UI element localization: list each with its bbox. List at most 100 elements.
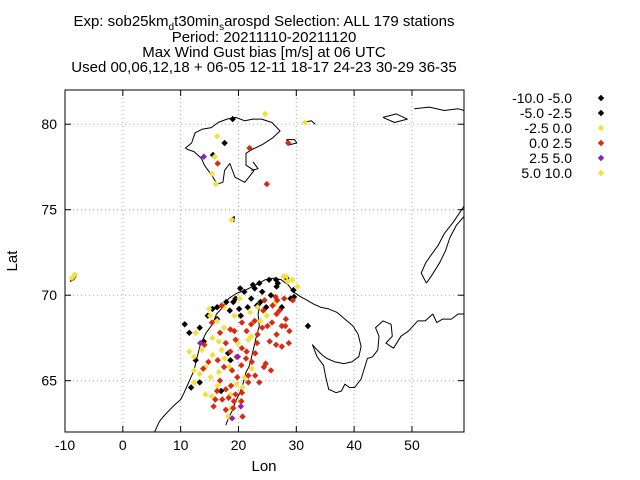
coastline-segment <box>184 116 281 185</box>
station-point-series-5 <box>234 353 242 360</box>
station-point-series-2 <box>223 298 230 306</box>
station-point-series-4 <box>254 331 261 338</box>
station-point-series-4 <box>228 367 236 374</box>
station-point-series-3 <box>231 312 238 319</box>
station-point-series-4 <box>269 302 276 309</box>
x-tick-label: 40 <box>346 437 362 453</box>
station-point-series-4 <box>214 357 221 364</box>
legend-marker <box>597 94 605 102</box>
station-point-series-4 <box>238 362 245 369</box>
station-point-series-2 <box>229 115 236 123</box>
station-point-series-4 <box>238 398 245 405</box>
chart-title-line-2: Period: 20211110-20211120 <box>172 29 357 46</box>
coastline-segment <box>382 113 408 123</box>
station-point-series-4 <box>230 398 238 405</box>
station-point-series-5 <box>237 403 244 410</box>
station-point-series-2 <box>259 288 266 295</box>
station-point-series-3 <box>233 380 240 388</box>
station-point-series-3 <box>186 348 193 355</box>
station-point-series-4 <box>273 310 280 318</box>
station-point-series-3 <box>248 365 255 372</box>
station-point-series-3 <box>284 278 291 285</box>
station-point-series-4 <box>231 327 238 335</box>
x-tick-label: 50 <box>404 437 420 453</box>
station-point-series-3 <box>205 305 213 313</box>
station-point-series-3 <box>283 273 290 280</box>
station-point-series-2 <box>186 329 193 336</box>
station-point-series-4 <box>261 297 268 304</box>
legend: -10.0 -5.0-5.0 -2.5-2.5 0.00.0 2.52.5 5.… <box>512 90 605 181</box>
station-point-series-4 <box>232 391 239 398</box>
station-point-series-4 <box>225 394 232 401</box>
station-point-series-4 <box>245 372 252 379</box>
station-point-series-4 <box>278 343 285 350</box>
station-point-series-3 <box>301 119 309 126</box>
station-point-series-4 <box>245 379 252 386</box>
station-point-series-4 <box>289 297 296 304</box>
station-point-series-4 <box>210 403 217 410</box>
coastline-segment <box>420 206 465 284</box>
station-point-series-4 <box>267 367 275 374</box>
station-point-series-3 <box>257 317 264 325</box>
station-point-series-2 <box>209 151 217 159</box>
chart-title-line-1: Exp: sob25kmdt30minsarospd Selection: AL… <box>73 13 454 33</box>
x-tick-label: 10 <box>173 437 189 453</box>
station-point-series-3 <box>236 295 243 302</box>
station-point-series-3 <box>239 384 246 391</box>
chart-title-line-3: Max Wind Gust bias [m/s] at 06 UTC <box>142 44 386 61</box>
station-point-series-4 <box>227 348 234 355</box>
station-point-series-3 <box>207 374 214 381</box>
station-point-series-4 <box>243 327 250 335</box>
station-point-series-2 <box>237 312 244 319</box>
station-point-series-4 <box>281 295 288 302</box>
station-point-series-3 <box>190 353 198 360</box>
station-point-series-3 <box>190 367 198 374</box>
station-point-series-2 <box>196 379 203 386</box>
station-point-series-3 <box>209 334 216 342</box>
x-axis-label: Lon <box>251 458 276 475</box>
station-point-series-5 <box>200 153 207 160</box>
y-tick-label: 65 <box>41 373 57 389</box>
station-point-series-1 <box>265 276 273 283</box>
station-point-series-4 <box>242 355 250 362</box>
station-point-series-4 <box>219 396 226 403</box>
y-tick-label: 80 <box>41 116 57 132</box>
station-point-series-4 <box>214 160 221 167</box>
station-point-series-4 <box>248 321 255 328</box>
station-point-series-4 <box>222 339 229 347</box>
chart-title-line-4: Used 00,06,12,18 + 06-05 12-11 18-17 24-… <box>71 59 456 76</box>
coastline <box>69 106 465 433</box>
station-point-series-3 <box>196 370 203 378</box>
station-point-series-3 <box>215 338 222 345</box>
station-point-series-4 <box>260 363 268 371</box>
station-point-series-1 <box>217 387 225 395</box>
station-point-series-4 <box>282 315 290 323</box>
legend-label: -2.5 0.0 <box>525 120 573 136</box>
station-point-series-4 <box>285 139 292 147</box>
station-point-series-2 <box>230 298 237 306</box>
coastline-segment <box>425 216 465 284</box>
station-point-series-3 <box>212 180 220 188</box>
station-point-series-4 <box>227 382 235 389</box>
y-tick-label: 75 <box>41 202 57 218</box>
grid <box>65 90 464 432</box>
x-tick-label: -10 <box>55 437 75 453</box>
station-point-series-3 <box>190 379 198 386</box>
station-point-series-4 <box>213 387 221 395</box>
station-point-series-1 <box>237 285 244 292</box>
axis-ticks: -10 0 10 20 30 40 50 65 70 75 80 <box>41 90 464 453</box>
station-point-series-3 <box>228 216 235 224</box>
legend-label: 5.0 10.0 <box>521 165 572 181</box>
station-point-series-2 <box>181 321 188 328</box>
station-point-series-3 <box>213 317 221 325</box>
y-axis-label: Lat <box>4 250 21 272</box>
station-point-series-4 <box>286 327 293 335</box>
station-point-series-4 <box>216 329 224 336</box>
station-point-series-3 <box>263 312 270 319</box>
station-point-series-2 <box>187 384 195 391</box>
station-point-series-2 <box>221 139 228 147</box>
station-point-series-4 <box>230 404 237 412</box>
legend-marker <box>597 169 605 177</box>
station-point-series-4 <box>259 324 266 331</box>
station-point-series-2 <box>249 281 257 289</box>
